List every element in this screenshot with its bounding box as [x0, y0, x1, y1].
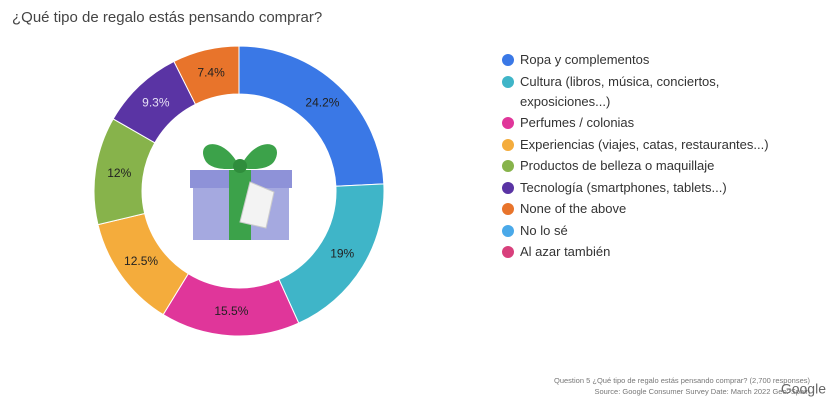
legend-swatch [502, 181, 514, 194]
legend-item: Productos de belleza o maquillaje [502, 156, 787, 176]
legend-item: None of the above [502, 199, 787, 219]
slice [173, 45, 240, 105]
legend-label: No lo sé [520, 222, 568, 238]
legend: Ropa y complementos Cultura (libros, músi… [502, 50, 787, 264]
legend-item: Perfumes / colonias [502, 113, 787, 133]
legend-swatch [502, 117, 514, 129]
legend-swatch [502, 246, 514, 258]
data-label: 7.4% [197, 65, 225, 79]
legend-label: Productos de belleza o maquillaje [520, 158, 715, 173]
legend-label: Ropa y complementos [520, 52, 650, 67]
legend-swatch [502, 138, 514, 151]
gift-bow [203, 144, 240, 170]
legend-label: Cultura (libros, música, conciertos, exp… [520, 73, 720, 109]
legend-label: Al azar también [520, 244, 611, 259]
legend-item: Al azar también [502, 242, 787, 262]
data-label: 12.5% [124, 254, 158, 268]
legend-swatch [502, 160, 514, 172]
legend-swatch [502, 224, 514, 237]
legend-label: Tecnología (smartphones, tablets...) [520, 179, 727, 195]
footer-question: Question 5 ¿Qué tipo de regalo estás pen… [554, 376, 810, 385]
donut: 24.2% 19% 15.5% 12.5% 12% 9.3% 7.4% [93, 45, 385, 337]
data-label: 19% [330, 246, 354, 260]
data-label: 15.5% [214, 304, 248, 318]
legend-swatch [502, 203, 514, 215]
legend-item: Ropa y complementos [502, 50, 787, 70]
data-label: 24.2% [305, 96, 339, 110]
gift-tag [239, 181, 275, 229]
google-logo: Google [781, 381, 826, 397]
gift-icon [190, 144, 292, 240]
legend-item: No lo sé [502, 221, 787, 241]
legend-item: Tecnología (smartphones, tablets...) [502, 178, 787, 198]
gift-bow [240, 144, 277, 170]
legend-swatch [502, 75, 514, 88]
data-label: 12% [107, 166, 131, 180]
legend-swatch [502, 54, 514, 66]
legend-label: Perfumes / colonias [520, 115, 635, 130]
legend-label: None of the above [520, 201, 627, 216]
legend-item: Cultura (libros, música, conciertos, exp… [502, 72, 787, 112]
data-label: 9.3% [142, 95, 170, 109]
legend-item: Experiencias (viajes, catas, restaurante… [502, 135, 787, 155]
chart-title: ¿Qué tipo de regalo estás pensando compr… [12, 9, 322, 26]
gift-knot [233, 159, 247, 173]
legend-label: Experiencias (viajes, catas, restaurante… [520, 136, 769, 152]
footer-source: Source: Google Consumer Survey Date: Mar… [594, 387, 810, 396]
